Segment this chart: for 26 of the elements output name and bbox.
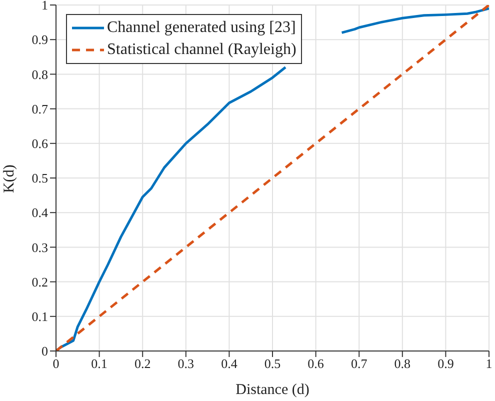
x-tick-label: 0.7	[350, 356, 368, 372]
x-tick-label: 0.3	[178, 356, 194, 372]
x-tick-label: 0.2	[134, 356, 151, 372]
x-tick-label: 0.6	[308, 356, 324, 372]
x-tick-label: 1	[486, 356, 492, 372]
x-tick-label: 0	[52, 356, 60, 372]
x-tick-label: 0.1	[91, 356, 108, 372]
x-tick-label: 0.8	[394, 356, 411, 372]
x-tick-label: 0.4	[221, 356, 238, 372]
y-tick-label: 0.1	[32, 309, 48, 324]
y-tick-label: 0.4	[32, 205, 48, 220]
y-tick-label: 0.5	[32, 170, 48, 186]
x-tick-label: 0.9	[438, 356, 454, 372]
y-axis-title: K(d)	[1, 164, 18, 193]
y-tick-label: 1	[42, 0, 48, 13]
y-tick-label: 0.2	[32, 274, 48, 290]
y-tick-label: 0.3	[32, 240, 48, 255]
y-tick-label: 0	[42, 344, 48, 359]
y-tick-label: 0.6	[32, 136, 48, 152]
y-tick-label: 0.7	[32, 101, 48, 116]
y-tick-label: 0.9	[32, 32, 48, 48]
legend-label: Statistical channel (Rayleigh)	[107, 40, 296, 60]
legend-label: Channel generated using [23]	[107, 18, 296, 38]
x-axis-title: Distance (d)	[236, 382, 310, 398]
y-tick-label: 0.8	[32, 66, 48, 82]
x-tick-label: 0.5	[264, 356, 281, 372]
